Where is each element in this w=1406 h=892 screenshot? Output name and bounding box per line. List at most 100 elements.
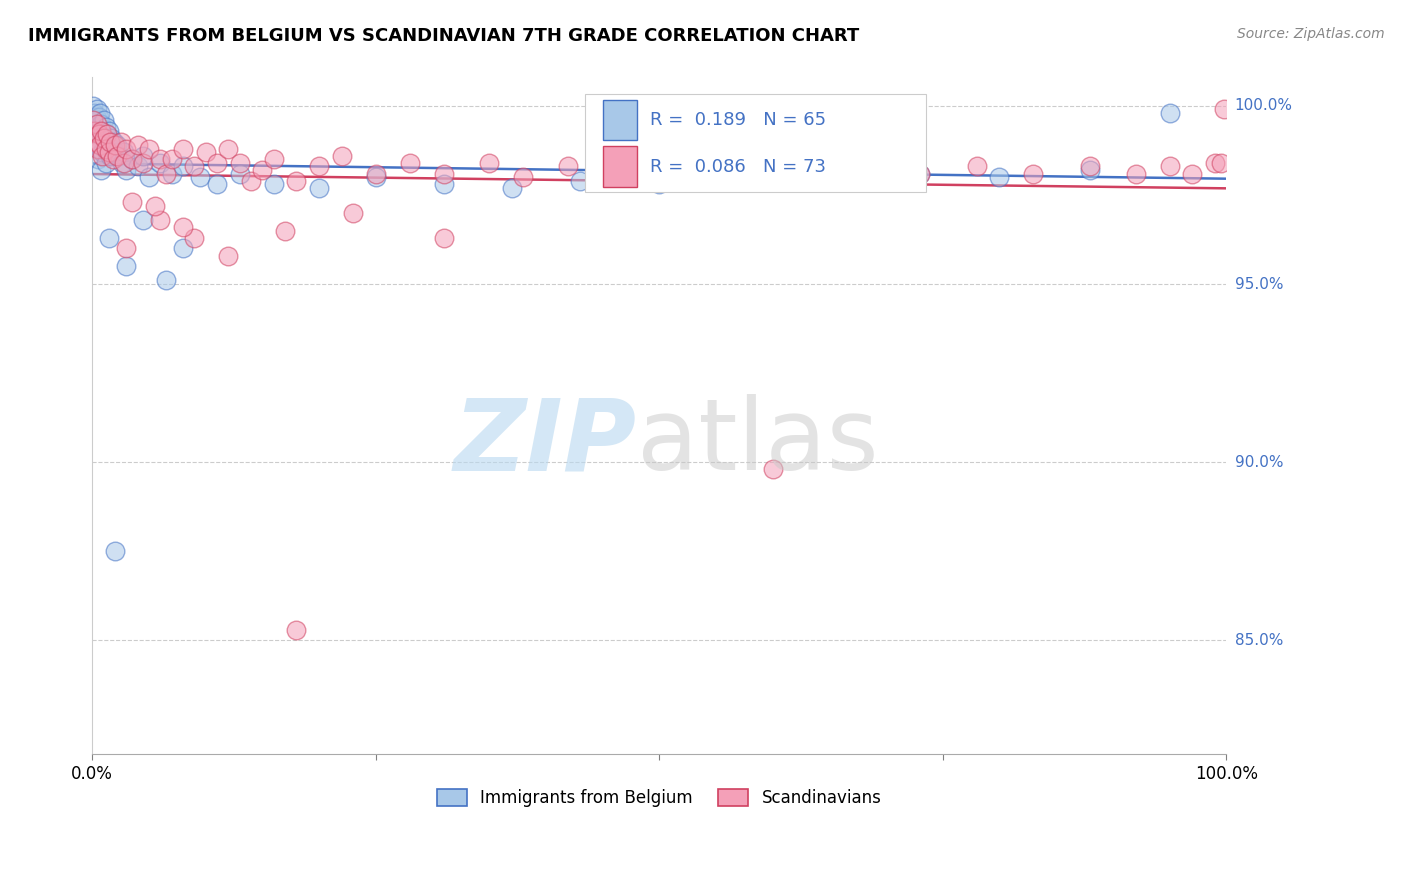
Point <box>104 544 127 558</box>
Point <box>101 153 124 167</box>
Point <box>115 163 138 178</box>
Point <box>87 135 110 149</box>
Legend: Immigrants from Belgium, Scandinavians: Immigrants from Belgium, Scandinavians <box>430 782 889 814</box>
Point <box>183 231 205 245</box>
Point <box>83 117 105 131</box>
Text: 95.0%: 95.0% <box>1234 277 1284 292</box>
Point <box>1204 156 1226 170</box>
Point <box>104 145 127 160</box>
Point <box>433 167 456 181</box>
Point <box>103 135 125 149</box>
Point <box>98 149 121 163</box>
Point <box>738 160 761 174</box>
Point <box>82 99 104 113</box>
Point <box>433 178 456 192</box>
Point <box>87 153 110 167</box>
Point <box>91 124 114 138</box>
Point <box>97 138 120 153</box>
FancyBboxPatch shape <box>585 95 925 193</box>
Point <box>96 128 118 142</box>
Point <box>98 124 121 138</box>
Point <box>112 145 135 160</box>
Point <box>89 106 111 120</box>
Point <box>127 160 149 174</box>
Point <box>94 120 117 135</box>
Point <box>239 174 262 188</box>
Point <box>112 156 135 170</box>
Point <box>308 181 330 195</box>
Point <box>149 213 172 227</box>
Point <box>988 170 1011 185</box>
Point <box>205 156 228 170</box>
Point <box>1078 163 1101 178</box>
Point <box>908 167 931 181</box>
Point <box>111 156 134 170</box>
Point <box>1181 167 1204 181</box>
Point <box>91 149 114 163</box>
Point <box>84 110 107 124</box>
Point <box>364 170 387 185</box>
Text: IMMIGRANTS FROM BELGIUM VS SCANDINAVIAN 7TH GRADE CORRELATION CHART: IMMIGRANTS FROM BELGIUM VS SCANDINAVIAN … <box>28 27 859 45</box>
Point <box>1078 160 1101 174</box>
Point <box>93 131 115 145</box>
Text: 85.0%: 85.0% <box>1234 632 1282 648</box>
FancyBboxPatch shape <box>603 100 637 140</box>
Point <box>87 142 110 156</box>
Point <box>908 167 931 181</box>
Point <box>501 181 523 195</box>
Point <box>205 178 228 192</box>
Point <box>87 124 110 138</box>
Point <box>738 170 761 185</box>
Point <box>1125 167 1147 181</box>
Point <box>138 170 160 185</box>
Point <box>83 124 105 138</box>
Text: R =  0.086   N = 73: R = 0.086 N = 73 <box>650 158 827 176</box>
Point <box>966 160 988 174</box>
Point <box>398 156 420 170</box>
Text: 100.0%: 100.0% <box>1234 98 1292 113</box>
Point <box>86 103 108 117</box>
Point <box>648 178 671 192</box>
Point <box>648 160 671 174</box>
Point <box>84 128 107 142</box>
Point <box>172 220 194 235</box>
Point <box>121 195 143 210</box>
Point <box>93 131 115 145</box>
Point <box>138 142 160 156</box>
Point <box>263 153 285 167</box>
Point <box>82 113 104 128</box>
Point <box>94 142 117 156</box>
FancyBboxPatch shape <box>603 146 637 187</box>
Point <box>1213 103 1236 117</box>
Point <box>100 131 122 145</box>
Point <box>105 149 128 163</box>
Point <box>105 138 128 153</box>
Point <box>115 142 138 156</box>
Point <box>86 117 108 131</box>
Point <box>110 135 132 149</box>
Point <box>121 153 143 167</box>
Point <box>228 167 250 181</box>
Text: Source: ZipAtlas.com: Source: ZipAtlas.com <box>1237 27 1385 41</box>
Point <box>84 135 107 149</box>
Point <box>89 142 111 156</box>
Point <box>94 156 117 170</box>
Text: atlas: atlas <box>637 394 879 491</box>
Point <box>852 160 875 174</box>
Point <box>90 124 112 138</box>
Point <box>172 160 194 174</box>
Point <box>285 623 308 637</box>
Point <box>143 199 166 213</box>
Point <box>1159 160 1181 174</box>
Point <box>127 138 149 153</box>
Point <box>155 167 177 181</box>
Point <box>568 174 591 188</box>
Point <box>132 213 155 227</box>
Point <box>1209 156 1232 170</box>
Point <box>121 153 143 167</box>
Point <box>160 167 183 181</box>
Point <box>132 156 155 170</box>
Point <box>83 106 105 120</box>
Text: R =  0.189   N = 65: R = 0.189 N = 65 <box>650 112 827 129</box>
Point <box>155 273 177 287</box>
